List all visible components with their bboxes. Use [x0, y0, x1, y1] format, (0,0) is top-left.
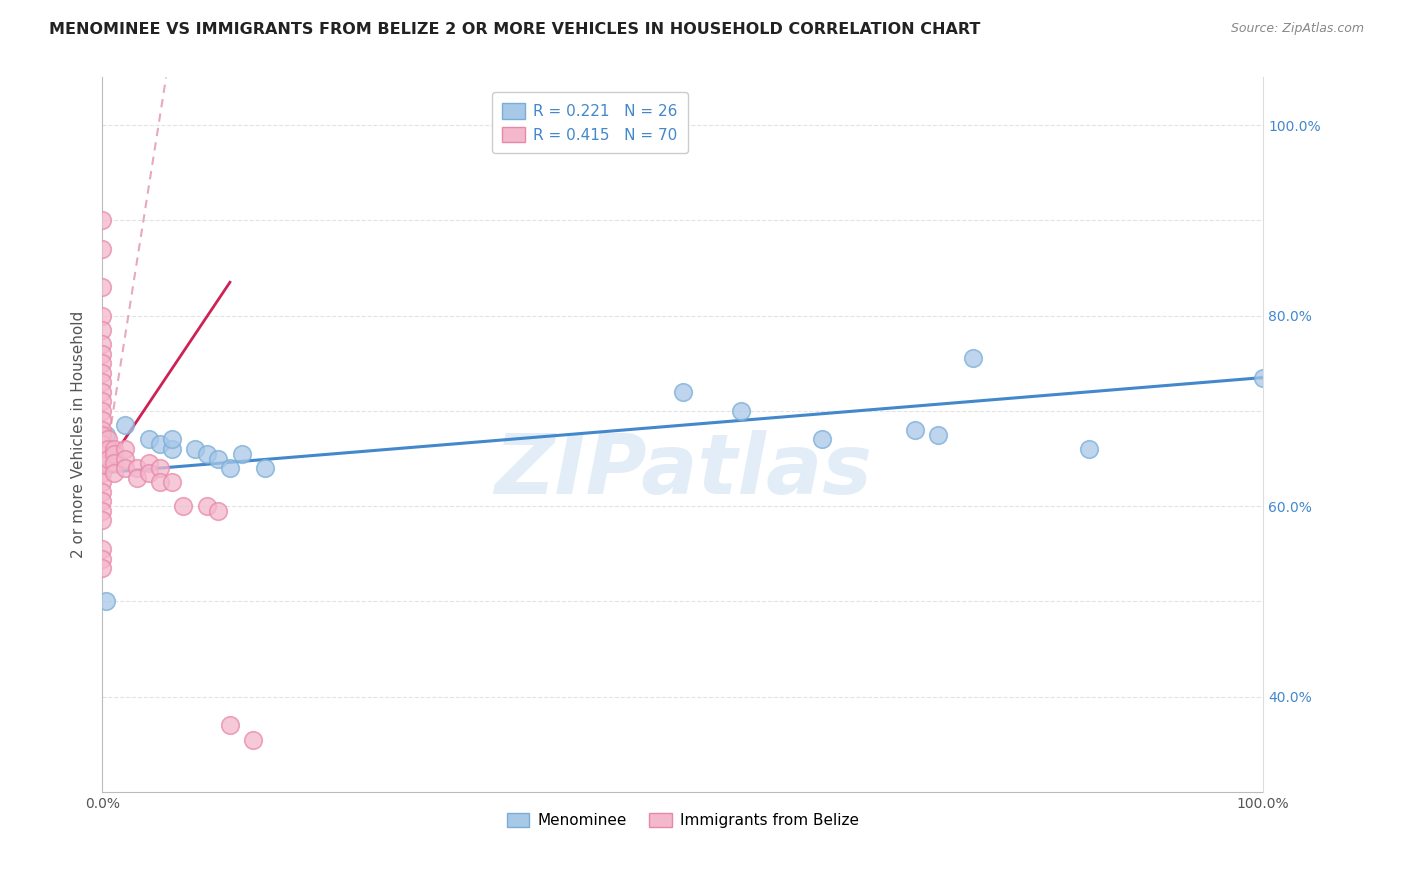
Point: [103, 456, 125, 470]
Point: [91, 466, 114, 480]
Point: [91, 309, 114, 323]
Point: [91, 394, 114, 409]
Point: [242, 732, 264, 747]
Legend: Menominee, Immigrants from Belize: Menominee, Immigrants from Belize: [501, 806, 865, 834]
Point: [91, 541, 114, 556]
Point: [149, 437, 172, 451]
Point: [91, 413, 114, 427]
Point: [172, 499, 194, 513]
Point: [91, 551, 114, 566]
Point: [91, 504, 114, 518]
Point: [103, 466, 125, 480]
Point: [91, 494, 114, 508]
Point: [195, 447, 218, 461]
Point: [91, 356, 114, 370]
Point: [91, 484, 114, 499]
Point: [103, 447, 125, 461]
Point: [149, 475, 172, 490]
Point: [219, 718, 242, 732]
Point: [91, 404, 114, 418]
Point: [811, 433, 834, 447]
Point: [94, 427, 117, 442]
Point: [231, 447, 253, 461]
Point: [91, 475, 114, 490]
Point: [184, 442, 207, 456]
Point: [91, 323, 114, 337]
Point: [91, 561, 114, 575]
Point: [91, 437, 114, 451]
Point: [195, 499, 218, 513]
Point: [97, 442, 120, 456]
Point: [91, 384, 114, 399]
Point: [253, 461, 276, 475]
Point: [114, 418, 136, 433]
Point: [91, 513, 114, 527]
Point: [962, 351, 984, 366]
Point: [91, 337, 114, 351]
Text: MENOMINEE VS IMMIGRANTS FROM BELIZE 2 OR MORE VEHICLES IN HOUSEHOLD CORRELATION : MENOMINEE VS IMMIGRANTS FROM BELIZE 2 OR…: [49, 22, 980, 37]
Point: [91, 347, 114, 361]
Point: [1078, 442, 1101, 456]
Point: [149, 461, 172, 475]
Point: [160, 433, 183, 447]
Point: [207, 504, 229, 518]
Point: [91, 280, 114, 294]
Point: [672, 384, 695, 399]
Point: [125, 461, 148, 475]
Text: ZIPatlas: ZIPatlas: [494, 430, 872, 511]
Point: [138, 433, 160, 447]
Point: [138, 466, 160, 480]
Point: [125, 470, 148, 484]
Point: [219, 461, 242, 475]
Point: [904, 423, 927, 437]
Point: [114, 451, 136, 466]
Point: [160, 475, 183, 490]
Point: [160, 442, 183, 456]
Point: [97, 451, 120, 466]
Point: [138, 456, 160, 470]
Point: [114, 442, 136, 456]
Point: [927, 427, 949, 442]
Point: [97, 433, 120, 447]
Point: [91, 423, 114, 437]
Point: [114, 461, 136, 475]
Point: [91, 427, 114, 442]
Point: [91, 376, 114, 390]
Point: [94, 594, 117, 608]
Point: [91, 213, 114, 227]
Point: [91, 366, 114, 380]
Point: [91, 242, 114, 256]
Point: [103, 442, 125, 456]
Point: [91, 447, 114, 461]
Point: [207, 451, 229, 466]
Text: Source: ZipAtlas.com: Source: ZipAtlas.com: [1230, 22, 1364, 36]
Point: [91, 456, 114, 470]
Y-axis label: 2 or more Vehicles in Household: 2 or more Vehicles in Household: [72, 311, 86, 558]
Point: [1251, 370, 1274, 384]
Point: [730, 404, 752, 418]
